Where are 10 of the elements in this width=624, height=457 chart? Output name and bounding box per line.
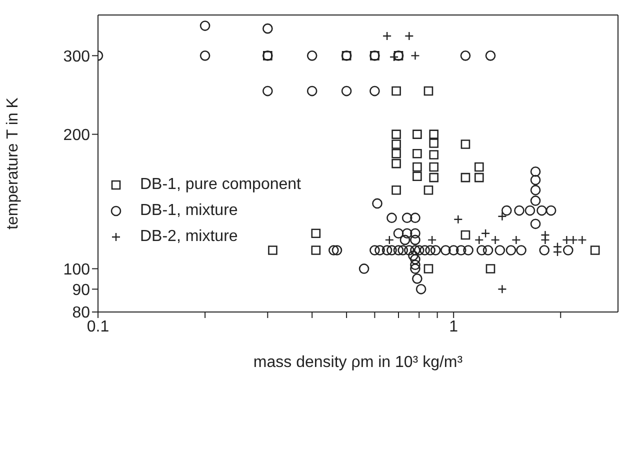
y-tick-label: 200 [63, 126, 90, 144]
legend-label: DB-2, mixture [140, 228, 238, 246]
y-tick-label: 100 [63, 261, 90, 278]
legend-label: DB-1, mixture [140, 202, 238, 220]
y-tick-label: 90 [72, 282, 90, 299]
y-tick-label: 300 [63, 48, 90, 66]
y-axis-title: temperature T in K [4, 97, 22, 230]
x-tick-label: 1 [449, 318, 458, 336]
legend-label: DB-1, pure component [140, 176, 301, 194]
x-axis-title: mass density ρm in 10³ kg/m³ [253, 354, 464, 371]
